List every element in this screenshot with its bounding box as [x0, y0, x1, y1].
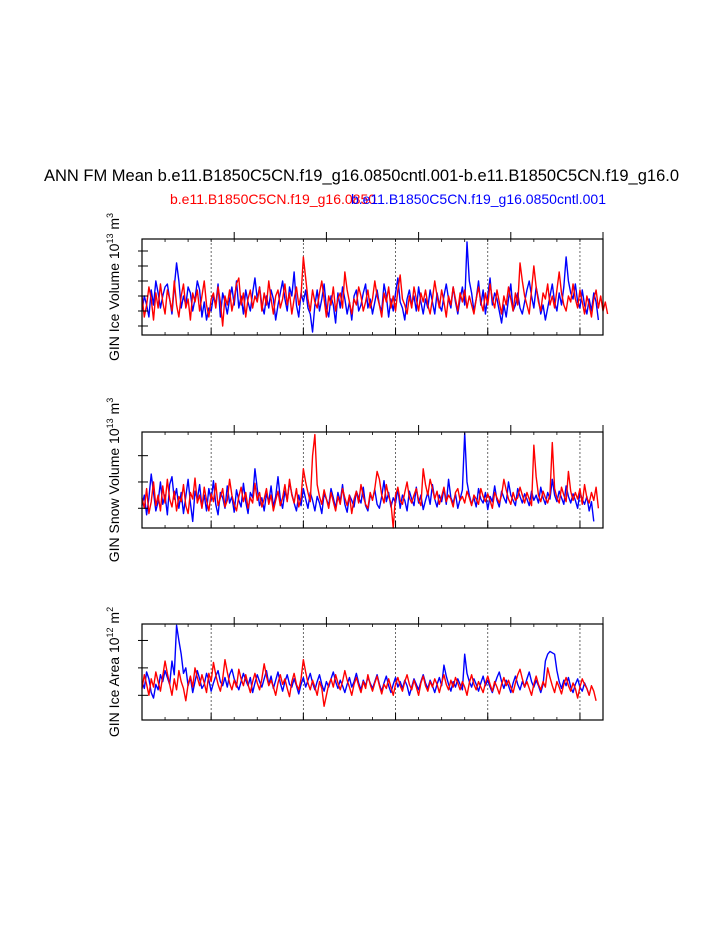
y-axis-label-superscript: 2 [105, 607, 115, 612]
y-axis-label-text: m [106, 403, 122, 419]
chart-panel-2: GIN Snow Volume 1013 m3 [105, 398, 604, 562]
figure-title: ANN FM Mean b.e11.B1850C5CN.f19_g16.0850… [44, 167, 679, 185]
series-line-red [141, 433, 600, 529]
y-axis-label-text: GIN Ice Area 10 [106, 637, 122, 737]
series-line-red [141, 256, 609, 327]
y-axis-label: GIN Snow Volume 1013 m3 [105, 398, 122, 562]
legend-blue-case: b.e11.B1850C5CN.f19_g16.0850cntl.001 [351, 191, 606, 207]
y-axis-label-superscript: 3 [105, 398, 115, 403]
legend-red-case: b.e11.B1850C5CN.f19_g16.0850 [170, 191, 376, 207]
y-axis-label-text: m [106, 612, 122, 628]
y-axis-label-superscript: 12 [105, 627, 115, 637]
y-axis-label-superscript: 13 [105, 234, 115, 244]
y-axis-label-superscript: 13 [105, 418, 115, 428]
y-axis-label-superscript: 3 [105, 213, 115, 218]
y-axis-label-text: m [106, 218, 122, 234]
series-line-red [141, 658, 597, 707]
chart-panel-1: GIN Ice Volume 1013 m3 [105, 213, 609, 361]
chart-panel-3: GIN Ice Area 1012 m2 [105, 607, 604, 737]
y-axis-label: GIN Ice Volume 1013 m3 [105, 213, 122, 361]
y-axis-label-text: GIN Ice Volume 10 [106, 243, 122, 361]
series-line-blue [141, 241, 600, 333]
y-axis-label-text: GIN Snow Volume 10 [106, 428, 122, 562]
y-axis-label: GIN Ice Area 1012 m2 [105, 607, 122, 737]
